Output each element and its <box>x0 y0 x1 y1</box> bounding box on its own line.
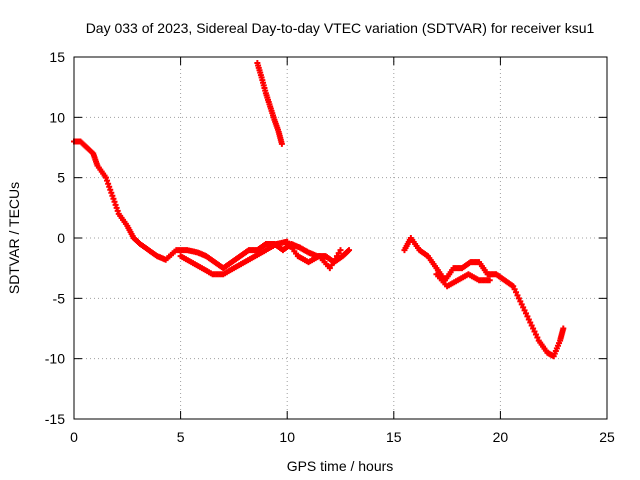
data-point <box>527 319 534 326</box>
data-point <box>525 316 532 323</box>
data-point <box>346 247 353 254</box>
data-point <box>326 265 333 272</box>
x-tick-label: 5 <box>177 429 185 445</box>
series-group <box>177 238 344 278</box>
data-point <box>105 180 112 187</box>
data-point <box>521 307 528 314</box>
data-point <box>518 301 525 308</box>
x-tick-label: 15 <box>386 429 402 445</box>
data-point <box>114 207 121 214</box>
data-point <box>333 253 340 260</box>
data-point <box>335 250 342 257</box>
y-tick-label: 15 <box>49 49 65 65</box>
x-tick-label: 0 <box>70 429 78 445</box>
data-point <box>108 189 115 196</box>
data-point <box>530 325 537 332</box>
data-point <box>113 204 120 211</box>
data-point <box>511 286 518 293</box>
data-point <box>514 292 521 299</box>
data-point <box>330 259 337 266</box>
data-point <box>510 283 517 290</box>
x-tick-label: 20 <box>493 429 509 445</box>
y-tick-label: 0 <box>57 230 65 246</box>
series-group <box>254 60 285 147</box>
data-points <box>71 60 567 360</box>
series-group <box>401 235 567 360</box>
data-point <box>332 256 339 263</box>
data-point <box>532 331 539 338</box>
x-tick-labels: 0 5 10 15 20 25 <box>70 429 615 445</box>
data-point <box>560 325 567 332</box>
axis-ticks <box>73 56 608 420</box>
y-tick-label: 5 <box>57 170 65 186</box>
data-point <box>534 334 541 341</box>
y-axis-label: SDTVAR / TECUs <box>6 182 22 294</box>
data-point <box>528 322 535 329</box>
data-point <box>278 140 285 147</box>
chart-title: Day 033 of 2023, Sidereal Day-to-day VTE… <box>86 20 595 36</box>
data-point <box>486 277 493 284</box>
data-point <box>107 186 114 193</box>
data-point <box>515 295 522 302</box>
data-point <box>104 177 111 184</box>
y-tick-labels: -15 -10 -5 0 5 10 15 <box>45 49 65 427</box>
data-point <box>531 328 538 335</box>
x-tick-label: 25 <box>599 429 615 445</box>
data-point <box>337 247 344 254</box>
data-point <box>513 289 520 296</box>
data-point <box>111 198 118 205</box>
x-tick-label: 10 <box>279 429 295 445</box>
y-tick-label: -10 <box>45 351 65 367</box>
plot-frame <box>73 56 608 420</box>
y-tick-label: -15 <box>45 411 65 427</box>
data-point <box>520 304 527 311</box>
x-axis-label: GPS time / hours <box>287 458 394 474</box>
grid <box>74 57 607 419</box>
data-point <box>522 310 529 317</box>
data-point <box>110 195 117 202</box>
data-point <box>109 192 116 199</box>
data-point <box>102 174 109 181</box>
data-point <box>112 201 119 208</box>
data-point <box>106 183 113 190</box>
y-tick-label: 10 <box>49 109 65 125</box>
y-tick-label: -5 <box>53 290 66 306</box>
data-point <box>517 298 524 305</box>
data-point <box>328 262 335 269</box>
series-group <box>433 271 493 290</box>
series-group <box>71 138 353 272</box>
data-point <box>524 313 531 320</box>
